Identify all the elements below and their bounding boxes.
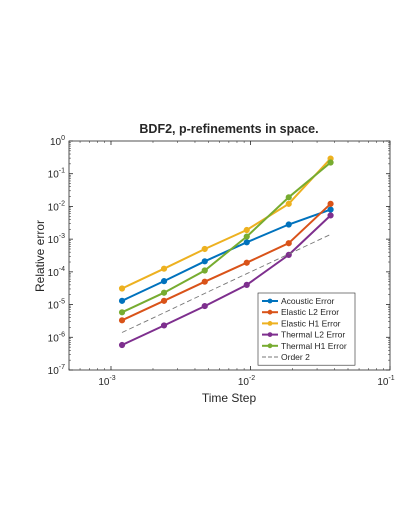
data-point-thermal-h1-error [285,194,292,201]
y-tick-label: 10-5 [48,299,65,312]
y-tick-label: 10-3 [48,233,65,246]
y-tick-label: 100 [50,135,65,148]
plot-box [68,140,391,371]
legend-label-elastic-h1-error: Elastic H1 Error [281,318,341,328]
data-point-elastic-l2-error [160,297,168,304]
y-tick-label: 10-4 [48,266,65,279]
series-line-elastic-h1-error [121,157,332,290]
data-point-elastic-l2-error [327,200,334,207]
legend-label-acoustic-error: Acoustic Error [281,296,335,306]
series-line-elastic-l2-error [121,203,332,322]
data-point-acoustic-error [118,297,126,304]
data-point-thermal-l2-error [201,302,208,310]
legend-label-elastic-l2-error: Elastic L2 Error [281,307,339,317]
data-point-elastic-h1-error [285,200,292,207]
legend-label-order-2: Order 2 [281,352,310,362]
legend-marker-acoustic-error [267,298,273,304]
legend-marker-elastic-h1-error [267,321,273,326]
x-tick-label: 10-1 [377,375,394,388]
data-point-elastic-h1-error [243,226,250,234]
data-point-thermal-l2-error [243,281,250,288]
legend-label-thermal-l2-error: Thermal L2 Error [281,330,345,340]
axes: 10-7 10-6 10-5 10-4 10-3 10-2 10-1 100 10-3 10-2 1… [48,135,395,388]
y-axis-label: Relative error [33,220,47,292]
chart-title: BDF2, p-refinements in space. [139,122,318,136]
series-line-thermal-h1-error [121,161,332,314]
legend-marker-elastic-l2-error [267,309,273,315]
y-tick-label: 10-6 [48,331,65,344]
data-point-acoustic-error [160,278,168,285]
x-axis-label: Time Step [202,391,257,405]
legend-marker-thermal-h1-error [267,343,273,349]
data-point-elastic-l2-error [201,278,208,285]
series-group [118,155,334,349]
data-point-acoustic-error [243,239,250,246]
data-point-acoustic-error [201,258,208,265]
series-line-order-2 [121,233,331,333]
data-point-thermal-l2-error [118,341,126,349]
data-point-elastic-h1-error [201,245,208,253]
data-point-elastic-h1-error [118,285,126,292]
data-point-thermal-h1-error [327,159,334,166]
legend-box [257,292,356,366]
series-line-acoustic-error [121,208,331,302]
data-point-elastic-h1-error [160,265,168,272]
legend-label-thermal-h1-error: Thermal H1 Error [281,341,347,351]
x-tick-label: 10-2 [238,375,255,388]
data-point-elastic-l2-error [285,240,292,247]
y-tick-label: 10-7 [48,364,65,377]
data-point-elastic-l2-error [118,317,126,324]
x-tick-label: 10-3 [98,375,115,388]
data-point-acoustic-error [327,206,334,213]
y-tick-label: 10-1 [48,168,65,181]
data-point-thermal-h1-error [243,233,250,240]
data-point-thermal-h1-error [201,267,208,274]
data-point-thermal-h1-error [160,289,168,296]
data-point-thermal-l2-error [160,322,168,329]
series-line-thermal-l2-error [121,214,332,346]
data-point-acoustic-error [285,221,292,228]
data-point-thermal-l2-error [327,212,334,219]
data-point-elastic-l2-error [243,259,250,266]
y-tick-label: 10-2 [48,200,65,213]
data-point-thermal-h1-error [118,309,126,316]
legend-marker-thermal-l2-error [267,332,273,337]
